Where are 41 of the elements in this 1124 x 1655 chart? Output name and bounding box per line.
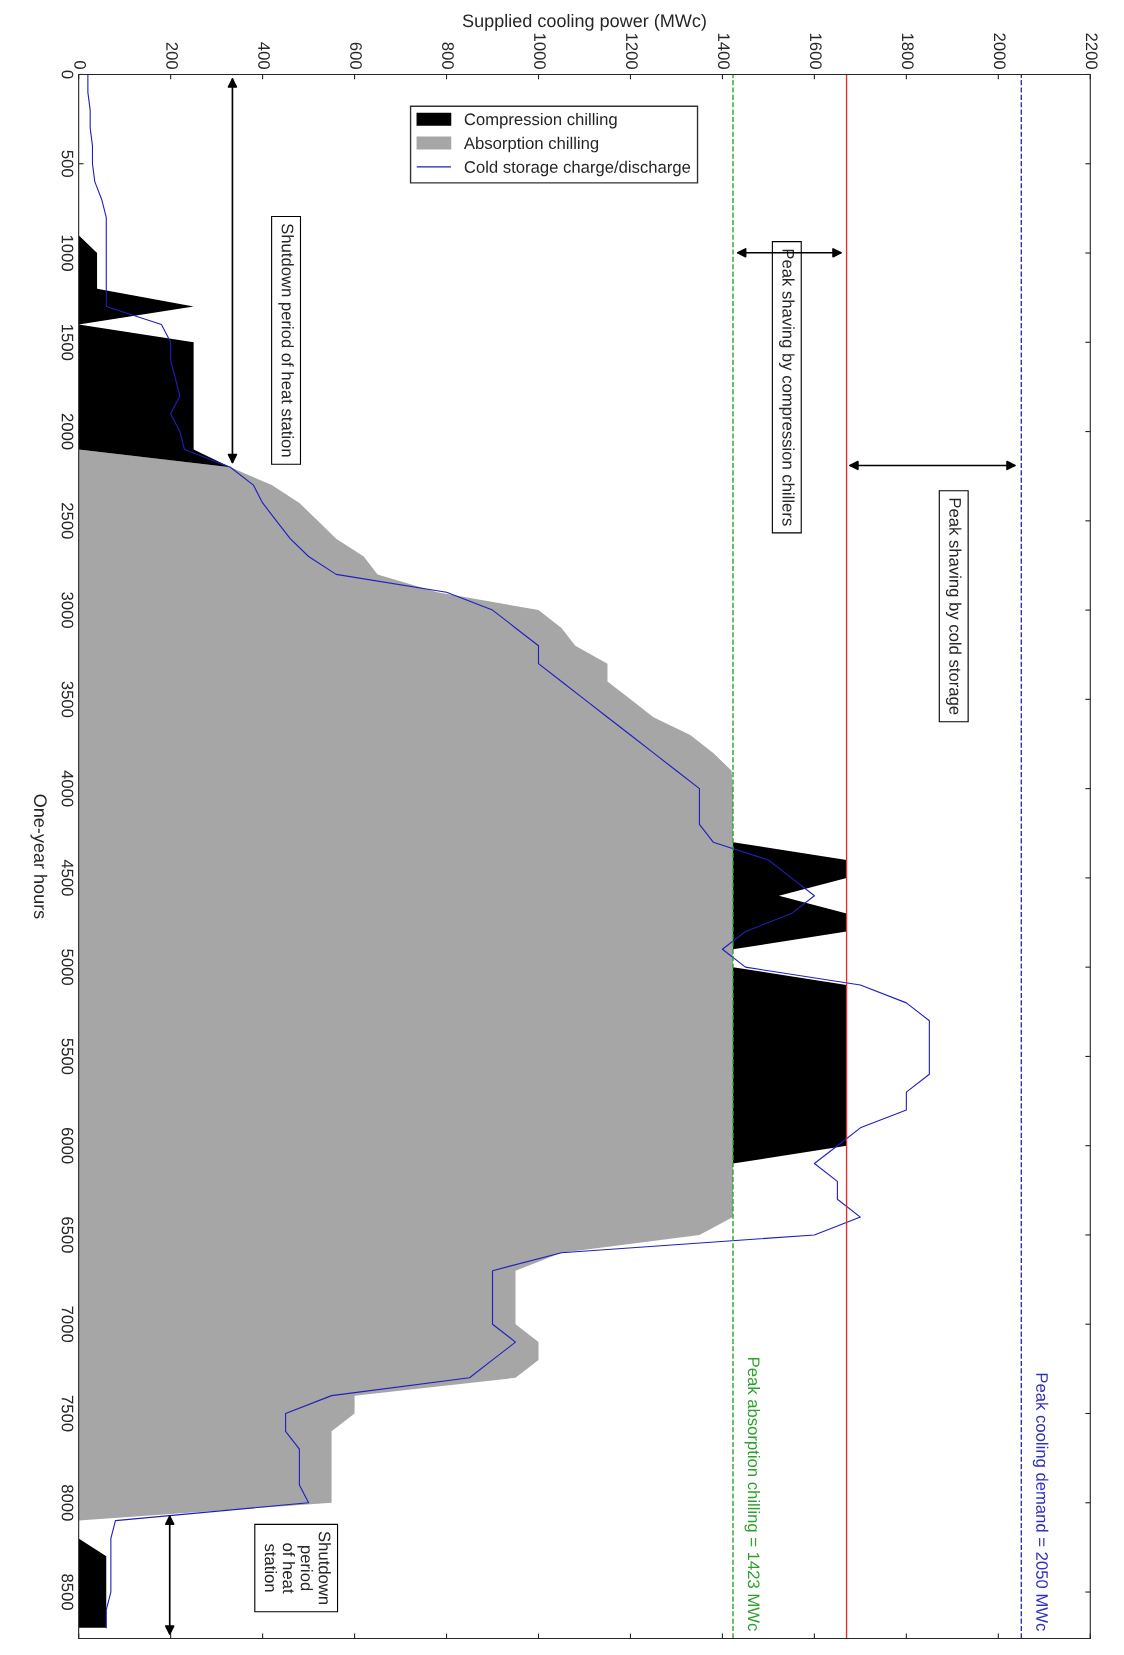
y-tick-label: 6500 [61, 1217, 74, 1253]
x-tick-label: 1000 [534, 33, 546, 69]
x-tick-label: 1800 [901, 33, 914, 69]
x-tick-label: 0 [74, 61, 87, 69]
legend-label: Cold storage charge/discharge [464, 160, 691, 177]
x-tick-label: 2200 [1085, 33, 1098, 69]
x-tick-label: 2000 [993, 33, 1006, 69]
x-tick-label: 1600 [809, 33, 822, 69]
annotation: Shutdown period of heat station [264, 1531, 331, 1605]
y-tick-label: 4000 [61, 770, 74, 807]
y-tick-label: 500 [61, 150, 74, 177]
annotation: Shutdown period of heat station [278, 223, 294, 457]
y-tick-label: 7500 [61, 1395, 74, 1432]
annotation: Peak shaving by compression chillers [779, 249, 795, 526]
y-tick-label: 7000 [61, 1306, 74, 1343]
y-tick-label: 4500 [61, 859, 74, 896]
y-tick-label: 5500 [61, 1038, 74, 1075]
x-tick-label: 200 [166, 42, 178, 69]
y-tick-label: 1500 [61, 325, 74, 361]
legend-label: Compression chilling [464, 112, 617, 129]
y-axis-title: One-year hours [30, 794, 48, 919]
y-tick-label: 0 [61, 70, 74, 79]
y-tick-label: 8500 [61, 1574, 74, 1610]
x-axis-title: Supplied cooling power (MWc) [462, 13, 706, 31]
y-tick-label: 5000 [61, 949, 74, 986]
legend-label: Absorption chilling [463, 136, 599, 153]
ref-line-label: Peak cooling demand = 2050 MWc [1032, 1373, 1049, 1631]
ref-line-label: Peak absorption chilling = 1423 MWc [744, 1358, 761, 1631]
y-tick-label: 3500 [61, 681, 74, 718]
y-tick-label: 8000 [61, 1484, 74, 1521]
y-tick-label: 6000 [61, 1128, 74, 1164]
y-tick-label: 3000 [61, 592, 74, 628]
x-tick-label: 1200 [625, 33, 638, 69]
y-tick-label: 2000 [61, 413, 74, 450]
x-tick-label: 1400 [717, 33, 730, 69]
y-tick-label: 2500 [61, 503, 74, 539]
y-tick-label: 1000 [61, 235, 74, 271]
x-tick-label: 600 [350, 42, 362, 69]
x-tick-label: 400 [258, 42, 270, 69]
annotation: Peak shaving by cold storage [945, 498, 962, 715]
x-tick-label: 800 [442, 42, 454, 69]
